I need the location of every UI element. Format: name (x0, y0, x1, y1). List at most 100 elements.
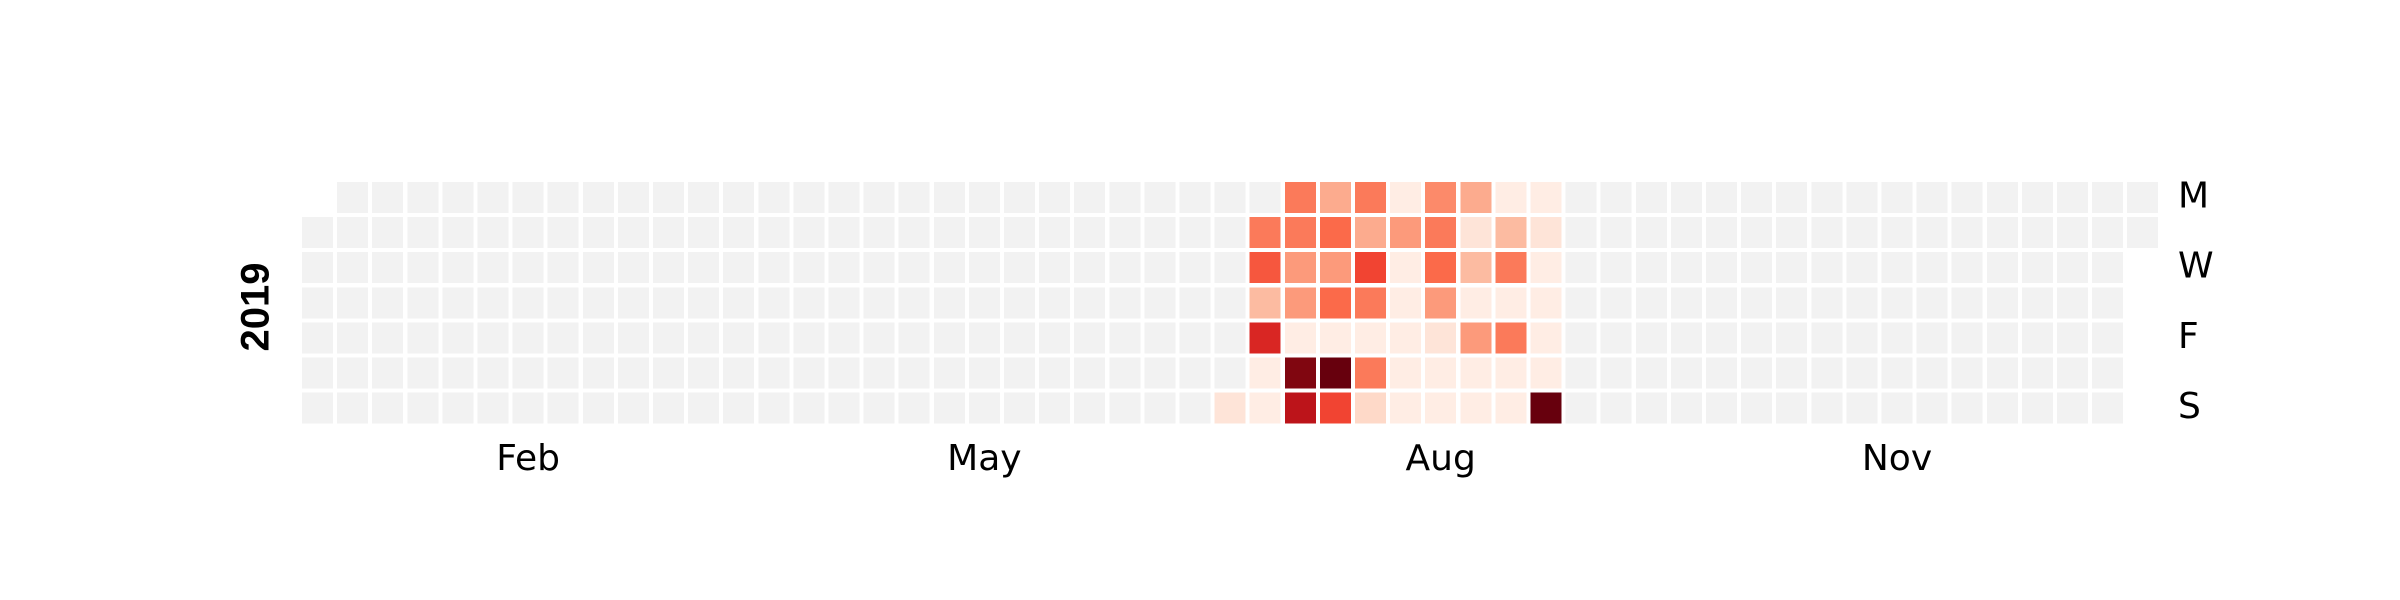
heatmap-cell (2092, 357, 2124, 389)
heatmap-cell (863, 392, 895, 424)
heatmap-cell (1670, 357, 1702, 389)
heatmap-cell (1670, 287, 1702, 319)
heatmap-cell (1249, 357, 1281, 389)
heatmap-cell (1355, 357, 1386, 389)
heatmap-cell (2021, 392, 2053, 424)
heatmap-cell (1565, 392, 1597, 424)
heatmap-cell (723, 392, 755, 424)
heatmap-cell (863, 182, 895, 213)
heatmap-cell (1530, 287, 1562, 319)
heatmap-cell (1986, 322, 2018, 354)
heatmap-cell (688, 217, 720, 249)
heatmap-cell (1214, 392, 1246, 424)
heatmap-cell (968, 217, 1000, 249)
heatmap-cell (1284, 252, 1316, 284)
heatmap-cell (898, 182, 930, 213)
heatmap-cell (1951, 357, 1983, 389)
heatmap-cell (1425, 357, 1457, 389)
heatmap-cell (2127, 217, 2159, 249)
heatmap-cell (653, 217, 684, 249)
heatmap-cell (512, 287, 544, 319)
heatmap-cell (1811, 322, 1843, 354)
heatmap-cell (547, 357, 579, 389)
heatmap-cell (653, 287, 684, 319)
heatmap-cell (1074, 287, 1106, 319)
heatmap-cell (407, 392, 439, 424)
heatmap-cell (1776, 357, 1808, 389)
heatmap-cell (1284, 357, 1316, 389)
heatmap-cell (1214, 357, 1246, 389)
heatmap-cell (337, 287, 369, 319)
heatmap-cell (1319, 252, 1351, 284)
heatmap-cell (512, 392, 544, 424)
heatmap-cell (1670, 392, 1702, 424)
heatmap-cell (1986, 252, 2018, 284)
heatmap-cell (1249, 252, 1281, 284)
heatmap-cell (1390, 217, 1422, 249)
heatmap-cell (1460, 322, 1492, 354)
heatmap-cell (1390, 357, 1422, 389)
heatmap-cell (1951, 217, 1983, 249)
heatmap-cell (1460, 217, 1492, 249)
heatmap-cell (1776, 182, 1808, 213)
heatmap-cell (688, 357, 720, 389)
heatmap-cell (1565, 322, 1597, 354)
heatmap-cell (1635, 392, 1667, 424)
heatmap-cell (617, 287, 649, 319)
heatmap-cell (1319, 392, 1351, 424)
weekday-label: M (2178, 176, 2209, 217)
heatmap-cell (1635, 252, 1667, 284)
heatmap-cell (1214, 217, 1246, 249)
heatmap-cell (933, 357, 965, 389)
heatmap-cell (1179, 322, 1211, 354)
heatmap-cell (407, 252, 439, 284)
heatmap-cell (688, 182, 720, 213)
heatmap-cell (1951, 287, 1983, 319)
heatmap-cell (1741, 252, 1773, 284)
heatmap-cell (337, 392, 369, 424)
heatmap-cell (1319, 182, 1351, 213)
heatmap-cell (1776, 252, 1808, 284)
heatmap-cell (442, 252, 474, 284)
heatmap-cell (863, 357, 895, 389)
heatmap-cell (863, 322, 895, 354)
heatmap-cell (477, 252, 509, 284)
heatmap-cell (1319, 322, 1351, 354)
heatmap-cell (1881, 357, 1913, 389)
heatmap-cell (2021, 322, 2053, 354)
heatmap-cell (1039, 392, 1071, 424)
heatmap-cell (1355, 182, 1386, 213)
heatmap-cell (1425, 287, 1457, 319)
heatmap-cell (1670, 217, 1702, 249)
heatmap-cell (1495, 252, 1527, 284)
heatmap-cell (1249, 217, 1281, 249)
heatmap-cell (2092, 322, 2124, 354)
heatmap-cell (1986, 182, 2018, 213)
heatmap-cell (407, 182, 439, 213)
heatmap-cell (372, 182, 404, 213)
heatmap-cell (1811, 182, 1843, 213)
heatmap-cell (828, 322, 860, 354)
heatmap-cell (828, 357, 860, 389)
heatmap-cell (1495, 217, 1527, 249)
heatmap-cell (1670, 252, 1702, 284)
heatmap-cell (1179, 182, 1211, 213)
heatmap-cell (1495, 392, 1527, 424)
heatmap-cells (302, 182, 2159, 424)
heatmap-cell (1776, 287, 1808, 319)
heatmap-cell (407, 357, 439, 389)
heatmap-cell (582, 182, 614, 213)
heatmap-cell (1004, 322, 1035, 354)
heatmap-cell (1776, 322, 1808, 354)
heatmap-cell (582, 287, 614, 319)
heatmap-cell (617, 357, 649, 389)
heatmap-cell (793, 252, 825, 284)
heatmap-cell (1706, 182, 1737, 213)
heatmap-cell (933, 252, 965, 284)
heatmap-cell (898, 322, 930, 354)
heatmap-cell (1284, 182, 1316, 213)
heatmap-cell (1916, 357, 1948, 389)
heatmap-cell (758, 182, 790, 213)
heatmap-cell (1495, 322, 1527, 354)
heatmap-cell (1109, 357, 1141, 389)
